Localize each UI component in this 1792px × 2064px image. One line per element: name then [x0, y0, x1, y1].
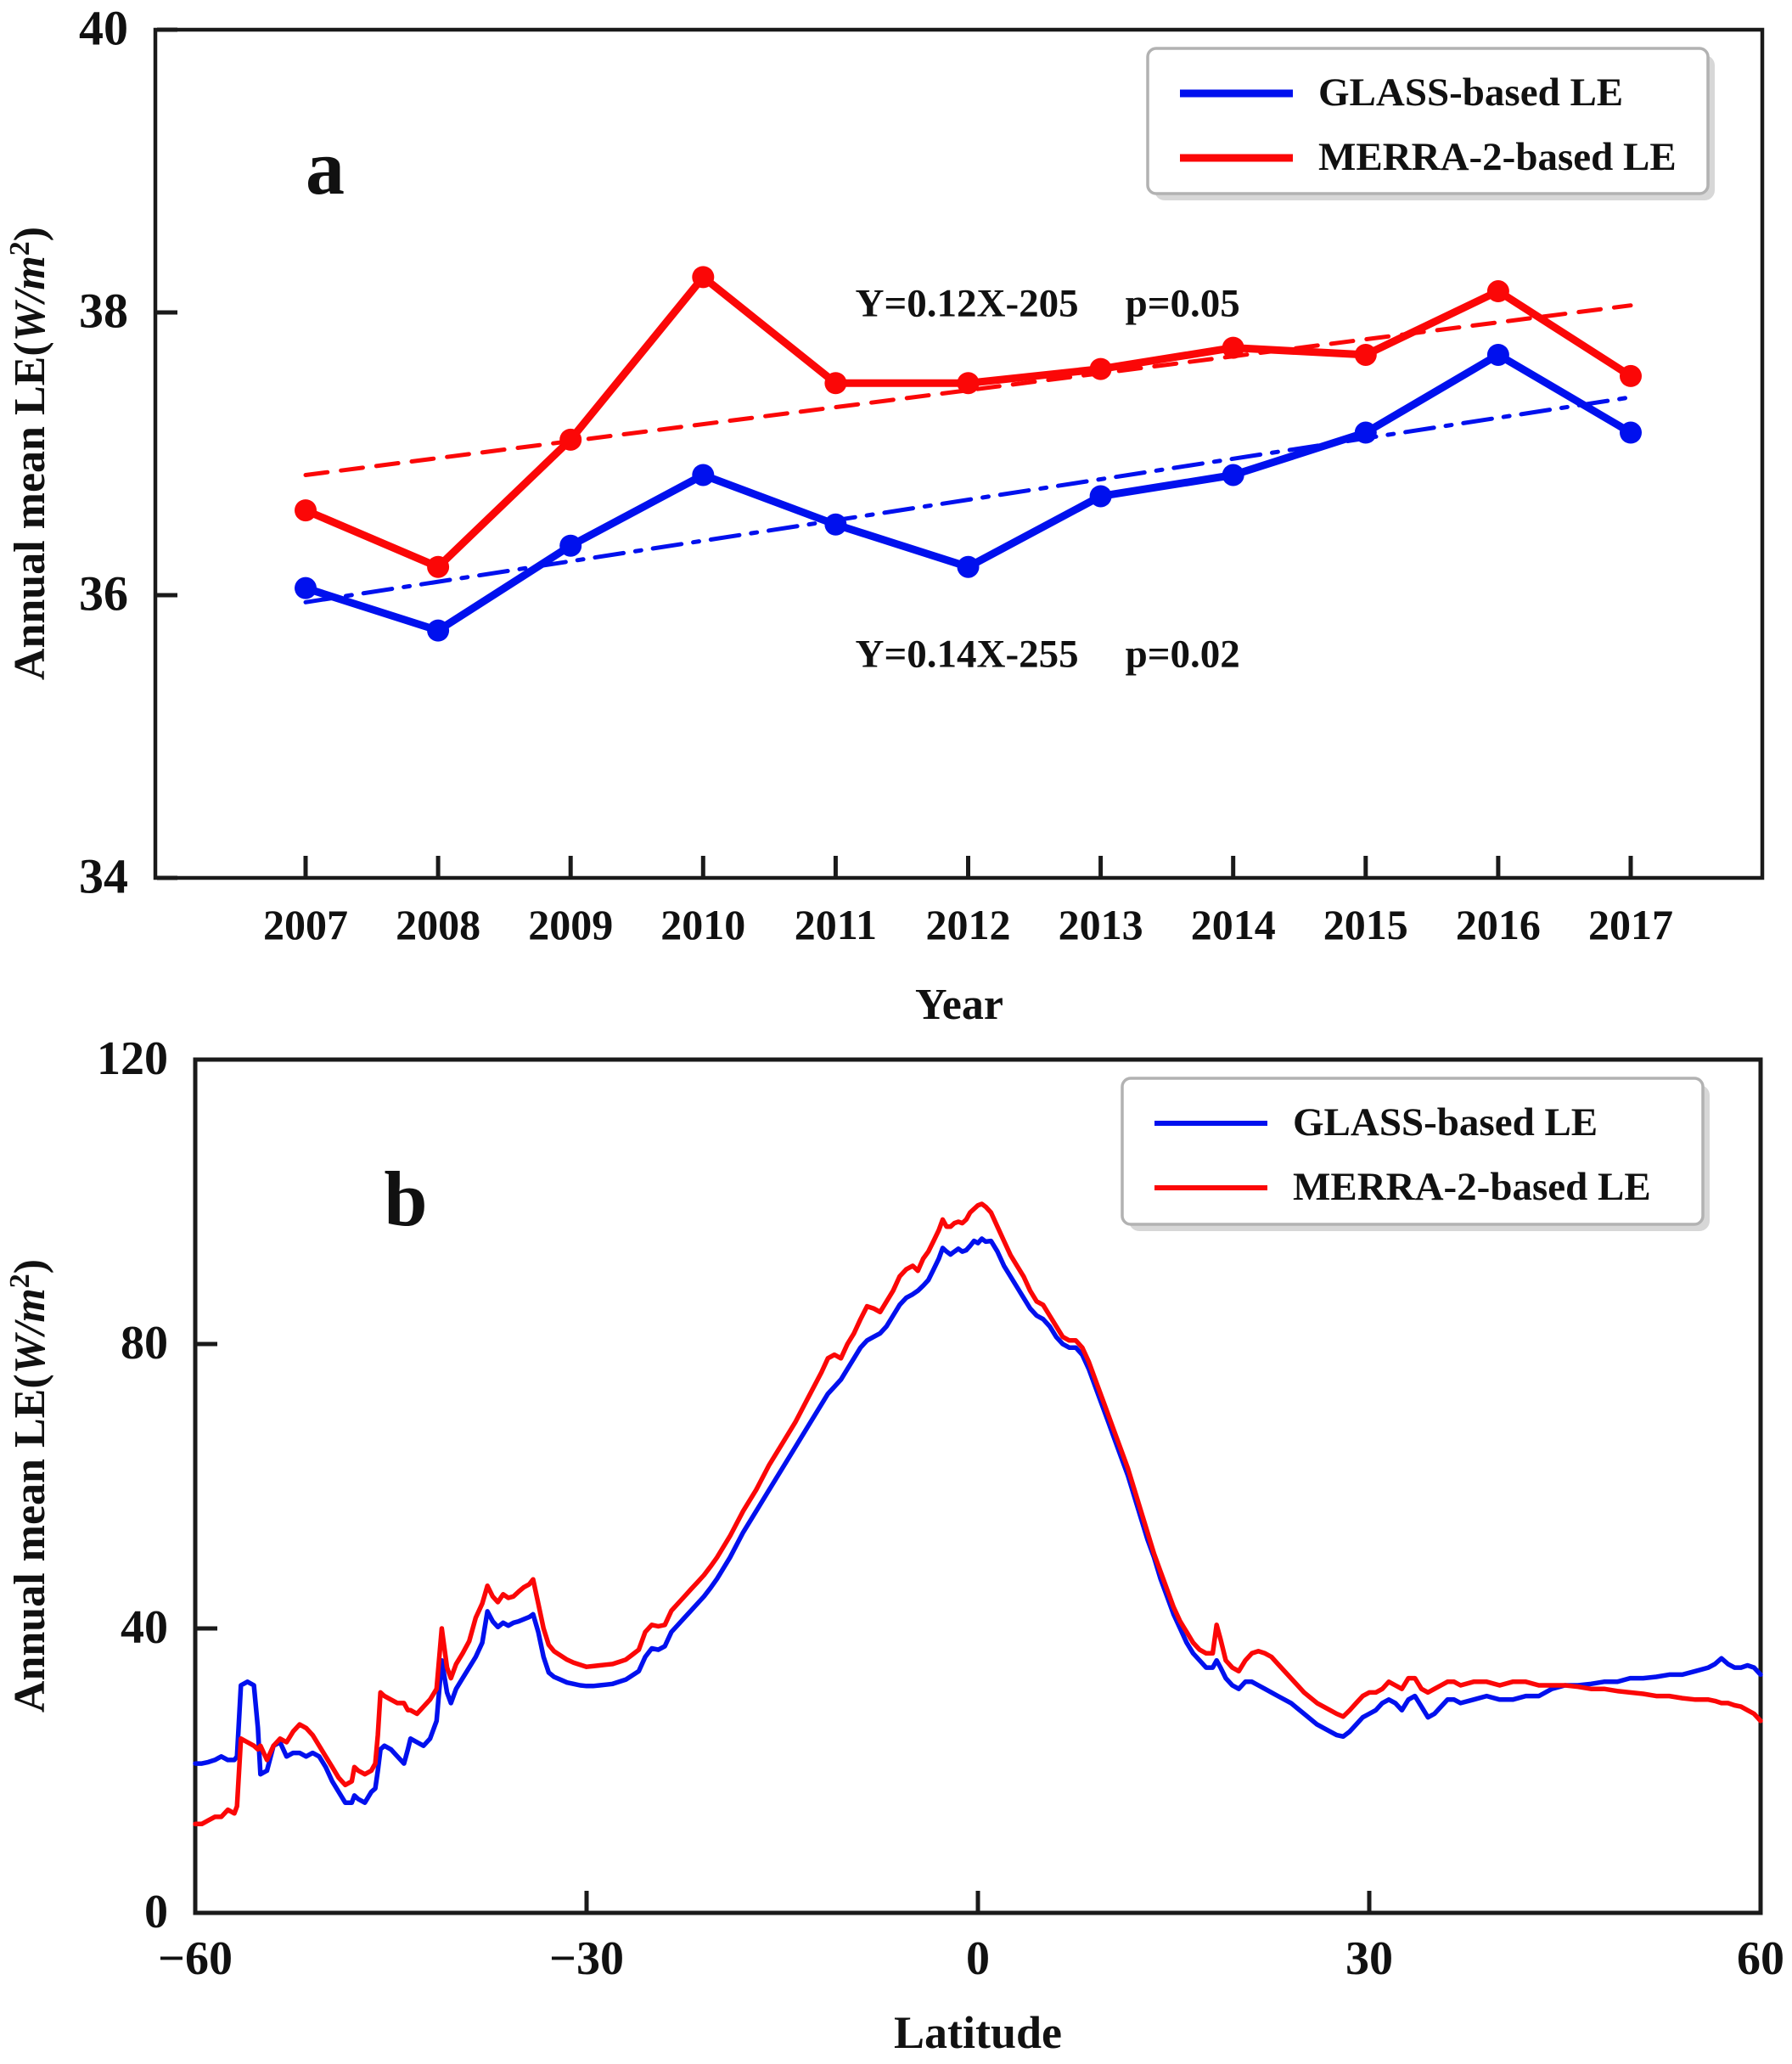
- panel-b-xtick-label: 30: [1345, 1932, 1393, 1985]
- merra2-line-panel-b: [193, 1201, 1763, 1827]
- panel-a-xtick-label: 2016: [1456, 901, 1541, 948]
- panel-a-ytick-label: 40: [79, 0, 128, 55]
- panel-a-legend-label-0: GLASS-based LE: [1318, 70, 1623, 115]
- ylabel-suffix: ): [6, 1259, 54, 1274]
- equation-text: Y=0.14X-255: [856, 632, 1079, 676]
- glass-marker: [1354, 421, 1377, 444]
- panel-b-ytick-label: 80: [121, 1317, 168, 1369]
- panel-a-xtick-label: 2011: [795, 901, 877, 948]
- panel-a-xtick-label: 2010: [660, 901, 745, 948]
- equation-pvalue: p=0.02: [1126, 632, 1240, 676]
- panel-a-xtick-label: 2007: [263, 901, 348, 948]
- panel-a-xtick-label: 2012: [926, 901, 1011, 948]
- merra2-marker: [1089, 357, 1112, 380]
- glass-marker: [559, 534, 582, 557]
- panel-a-xtick-label: 2017: [1588, 901, 1673, 948]
- panel-b-legend-label-1: MERRA-2-based LE: [1293, 1165, 1651, 1209]
- chart-render-root: 34 36 38 40 2007 2008 2009 2010 2011 2012 2013 2014…: [4, 0, 1784, 1985]
- panel-b-x-axis-title: Latitude: [894, 2007, 1062, 2058]
- glass-marker: [427, 619, 450, 642]
- merra2-marker: [1486, 280, 1509, 303]
- glass-line-panel-b: [193, 1236, 1763, 1805]
- panel-b-xtick-label: −60: [158, 1932, 233, 1985]
- ylabel-sup: 2: [4, 241, 36, 256]
- panel-a-ytick-label: 36: [79, 565, 128, 621]
- glass-marker: [1222, 464, 1244, 486]
- panel-a-frame: [153, 27, 1765, 880]
- glass-marker: [957, 555, 980, 578]
- panel-a-equation-1: Y=0.12X-205 p=0.05: [856, 281, 1240, 325]
- merra2-marker: [692, 266, 715, 289]
- panel-a-legend-label-1: MERRA-2-based LE: [1318, 135, 1677, 179]
- panel-a-xtick-label: 2008: [396, 901, 480, 948]
- panel-b-xtick-label: 0: [966, 1932, 990, 1985]
- glass-marker: [1486, 343, 1509, 366]
- panel-b-y-axis-title: Annual mean LE(W/m2): [4, 1259, 54, 1713]
- panel-a-xtick-label: 2015: [1323, 901, 1408, 948]
- glass-marker: [295, 576, 317, 599]
- merra2-marker: [1354, 343, 1377, 366]
- panel-b-ytick-label: 40: [121, 1601, 168, 1654]
- glass-marker: [1089, 485, 1112, 508]
- panel-b-frame: [193, 1057, 1763, 1915]
- panel-a-equation-2: Y=0.14X-255 p=0.02: [856, 632, 1240, 676]
- merra2-marker: [957, 372, 980, 395]
- equation-pvalue: p=0.05: [1126, 281, 1240, 325]
- panel-a-ytick-label: 38: [79, 283, 128, 338]
- glass-line-panel-a: [301, 351, 1635, 635]
- panel-b-legend-label-0: GLASS-based LE: [1293, 1100, 1598, 1144]
- merra2-marker: [1222, 336, 1244, 359]
- panel-a-xtick-label: 2009: [528, 901, 613, 948]
- merra2-marker: [824, 372, 847, 395]
- panel-a-xtick-label: 2013: [1059, 901, 1143, 948]
- panel-b-ytick-label: 0: [144, 1886, 168, 1938]
- merra2-marker: [559, 428, 582, 451]
- ylabel-prefix: Annual mean LE(: [6, 1374, 54, 1713]
- panel-b-xtick-label: −30: [549, 1932, 624, 1985]
- panel-b-label: b: [384, 1156, 427, 1242]
- glass-trend-line: [303, 395, 1633, 605]
- panel-a-x-axis-title: Year: [915, 981, 1003, 1029]
- panel-a-y-axis-title: Annual mean LE(W/m2): [4, 227, 54, 680]
- merra2-marker: [1620, 364, 1642, 387]
- glass-marker: [824, 513, 847, 536]
- panel-a-label: a: [306, 124, 345, 211]
- panel-a-xtick-label: 2014: [1191, 901, 1276, 948]
- ylabel-prefix: Annual mean LE(: [6, 341, 54, 680]
- merra2-marker: [295, 499, 317, 522]
- ylabel-sup: 2: [4, 1274, 36, 1288]
- merra2-marker: [427, 555, 450, 578]
- glass-marker: [692, 464, 715, 486]
- panel-a-ytick-label: 34: [79, 848, 128, 903]
- ylabel-italic: W/m: [6, 256, 54, 341]
- ylabel-suffix: ): [6, 227, 54, 241]
- ylabel-italic: W/m: [6, 1288, 54, 1374]
- glass-marker: [1620, 421, 1642, 444]
- panel-b-xtick-label: 60: [1737, 1932, 1784, 1985]
- panel-b-ytick-label: 120: [97, 1032, 168, 1085]
- equation-text: Y=0.12X-205: [856, 281, 1079, 325]
